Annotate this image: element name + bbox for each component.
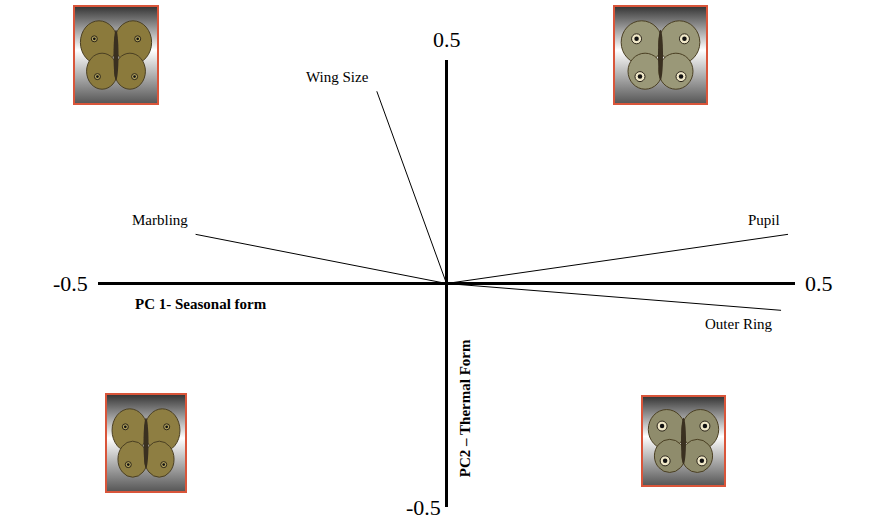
svg-text:PC 1- Seasonal form: PC 1- Seasonal form [135, 296, 267, 312]
svg-text:PC2 – Thermal Form: PC2 – Thermal Form [457, 339, 473, 477]
svg-text:Wing Size: Wing Size [306, 69, 369, 85]
svg-text:0.5: 0.5 [805, 271, 833, 296]
svg-text:Pupil: Pupil [748, 212, 780, 228]
svg-text:Outer Ring: Outer Ring [705, 316, 773, 332]
svg-text:-0.5: -0.5 [53, 271, 88, 296]
svg-text:-0.5: -0.5 [406, 495, 441, 520]
svg-text:0.5: 0.5 [433, 27, 461, 52]
svg-text:Marbling: Marbling [132, 212, 188, 228]
